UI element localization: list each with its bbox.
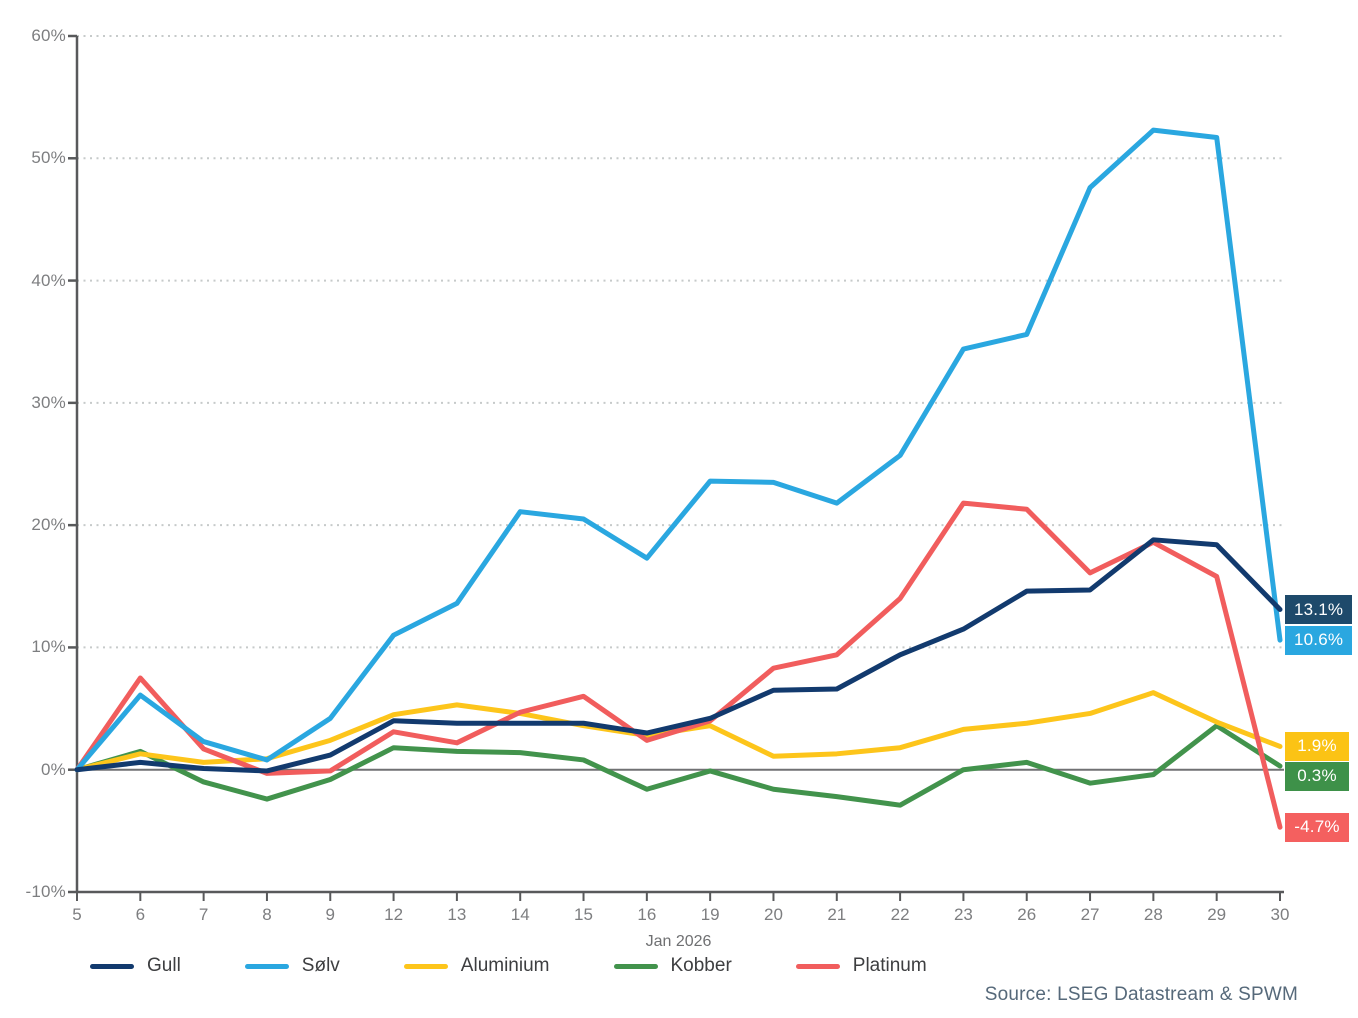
- legend-swatch-icon: [795, 963, 840, 969]
- y-tick-label: 60%: [31, 26, 66, 45]
- x-tick-label: 19: [700, 905, 720, 924]
- legend-label: Kobber: [670, 955, 732, 976]
- x-tick-label: 15: [574, 905, 593, 924]
- x-tick-label: 16: [637, 905, 657, 924]
- legend-item-platinum: Platinum: [795, 955, 927, 977]
- y-tick-label: 30%: [31, 392, 66, 412]
- x-tick-label: 5: [72, 905, 82, 924]
- y-tick-label: 50%: [31, 148, 66, 168]
- legend-item-sølv: Sølv: [244, 955, 340, 977]
- end-label-gull: 13.1%: [1285, 595, 1353, 625]
- source-text: Source: LSEG Datastream & SPWM: [984, 984, 1298, 1005]
- series-line-platinum: [74, 500, 1283, 830]
- x-tick-label: 23: [953, 905, 973, 924]
- legend: Gull Sølv Aluminium Kobber Platinum: [90, 955, 927, 977]
- y-tick-label: -10%: [25, 882, 66, 901]
- x-tick-label: 8: [262, 905, 272, 924]
- x-tick-label: 7: [198, 905, 209, 924]
- x-tick-label: 14: [510, 905, 530, 924]
- y-tick-label: 0%: [41, 759, 66, 779]
- end-label-aluminium: 1.9%: [1285, 731, 1349, 761]
- legend-swatch-icon: [244, 963, 289, 969]
- end-label-kobber: 0.3%: [1285, 761, 1349, 791]
- legend-label: Gull: [147, 955, 181, 976]
- legend-item-aluminium: Aluminium: [403, 955, 550, 977]
- legend-label: Platinum: [852, 955, 927, 976]
- end-label-platinum: -4.7%: [1285, 812, 1349, 842]
- x-tick-label: 27: [1080, 905, 1100, 924]
- y-tick-label: 20%: [31, 515, 66, 535]
- x-tick-label: 29: [1207, 905, 1227, 924]
- legend-item-gull: Gull: [90, 955, 181, 977]
- legend-swatch-icon: [613, 963, 658, 969]
- y-tick-label: 40%: [31, 270, 66, 290]
- legend-label: Sølv: [301, 955, 340, 976]
- x-tick-label: 28: [1143, 905, 1163, 924]
- series-line-gull: [74, 537, 1283, 774]
- x-tick-label: 13: [447, 905, 467, 924]
- legend-label: Aluminium: [460, 955, 550, 976]
- y-tick-label: 10%: [31, 637, 66, 657]
- x-tick-label: 9: [325, 905, 335, 924]
- x-tick-label: 21: [827, 905, 847, 924]
- x-tick-label: 22: [890, 905, 910, 924]
- x-axis-title: Jan 2026: [645, 933, 712, 950]
- series-line-kobber: [74, 723, 1283, 808]
- x-tick-label: 20: [764, 905, 783, 924]
- x-tick-label: 12: [384, 905, 404, 924]
- legend-swatch-icon: [90, 963, 134, 969]
- legend-swatch-icon: [403, 963, 448, 969]
- legend-item-kobber: Kobber: [613, 955, 732, 977]
- end-label-sølv: 10.6%: [1285, 625, 1353, 655]
- x-tick-label: 6: [135, 905, 146, 924]
- x-tick-label: 30: [1270, 905, 1290, 924]
- series-line-sølv: [74, 127, 1283, 773]
- x-tick-label: 26: [1017, 905, 1037, 924]
